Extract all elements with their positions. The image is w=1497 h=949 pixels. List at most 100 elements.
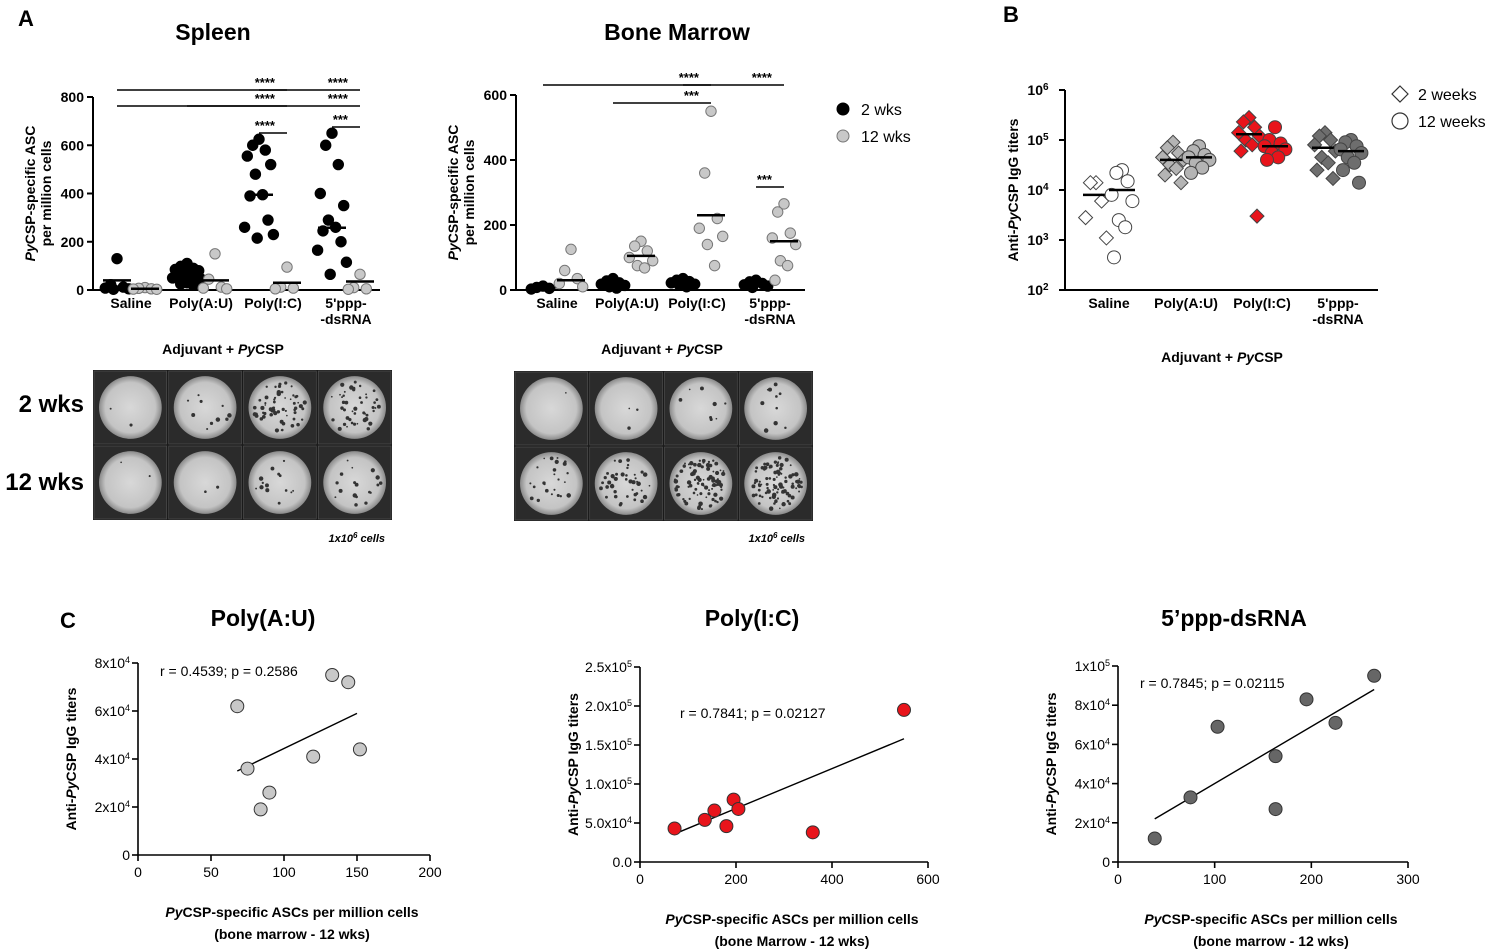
bm-spot (552, 468, 557, 472)
spleen-spot (290, 491, 293, 494)
bm-spot (631, 480, 636, 485)
igg-y-tick-label: 103 (1027, 232, 1049, 249)
bm-spot (697, 506, 701, 511)
spleen-point (262, 214, 274, 226)
corr-au-point (306, 749, 321, 764)
bm-spot (763, 467, 766, 471)
bm-spot (611, 483, 614, 486)
spleen-point (197, 282, 210, 294)
corr-poly-au-chart: 0 50 100 150 200 0 2x104 4x104 6x104 8x104 Anti-Py… (63, 655, 442, 942)
bm-spot (796, 479, 801, 484)
bm-sig-label: **** (752, 70, 773, 85)
legend-circle-marker (1391, 112, 1409, 130)
bm-spot (612, 476, 615, 479)
bm-spot (609, 483, 615, 489)
spleen-spot (284, 381, 288, 385)
elispot-wells: 2 wks 12 wks 1x106 cells 1x106 cells (5, 370, 813, 545)
igg-circle-point (1109, 165, 1124, 180)
bm-spot (775, 476, 778, 478)
bm-spot (765, 477, 769, 481)
spleen-spot (378, 481, 383, 485)
spleen-sig-label: *** (333, 112, 349, 127)
bm-spot (707, 460, 711, 463)
igg-circle-point (1125, 194, 1140, 209)
corr-au-point (352, 742, 367, 757)
bm-spot (779, 507, 781, 510)
bm-spot (626, 466, 629, 470)
bm-spot (675, 474, 679, 478)
bm-spot (607, 480, 612, 485)
spleen-spot (338, 488, 343, 493)
spleen-spot (265, 483, 269, 488)
igg-x-axis-label: Adjuvant + PyCSP (1161, 349, 1283, 365)
spleen-y-tick-label: 800 (61, 89, 85, 105)
corr-5ppp-title: 5’ppp-dsRNA (1161, 605, 1307, 631)
bm-spot (642, 494, 648, 500)
bm-spot (628, 479, 633, 484)
corr-ic-y-axis-label: Anti-PyCSP IgG titers (565, 693, 581, 836)
bm-spot (636, 408, 639, 412)
corr-5ppp-point (1299, 692, 1314, 707)
bm-spot (724, 402, 727, 405)
bm-spot (766, 388, 769, 391)
bm-spot (768, 496, 772, 500)
spleen-spot (284, 397, 286, 399)
bm-spot (687, 463, 690, 466)
spleen-spot (341, 400, 346, 405)
bm-spot (556, 456, 559, 459)
spleen-spot (289, 398, 292, 401)
spleen-spot (365, 393, 368, 396)
spleen-spot (199, 399, 203, 403)
bm-spot (640, 489, 643, 492)
bm-spot (779, 484, 784, 489)
bm-spot (691, 471, 696, 476)
bm-well (594, 452, 658, 515)
corr-5ppp-annotation: r = 0.7845; p = 0.02115 (1140, 675, 1285, 691)
bm-spot (768, 506, 774, 511)
spleen-well (173, 376, 237, 439)
corr-au-y-tick-label: 8x104 (95, 655, 130, 671)
spleen-spot (370, 468, 375, 473)
bm-spot (688, 388, 691, 391)
corr-au-y-tick-label: 4x104 (95, 751, 130, 767)
spleen-spot (351, 410, 354, 413)
spleen-spot (109, 407, 112, 410)
spleen-spot (264, 395, 269, 400)
bm-spot (705, 496, 708, 499)
bm-spot (698, 501, 703, 507)
bm-spot (775, 395, 778, 398)
corr-au-y-tick-label: 2x104 (95, 799, 130, 815)
bm-spot (754, 493, 758, 497)
spleen-well (173, 451, 237, 514)
spleen-cat-label: 5'ppp- (325, 295, 367, 311)
bm-point (778, 198, 790, 210)
bm-spot (679, 469, 684, 474)
spleen-spot (129, 423, 133, 427)
bm-spot (795, 487, 798, 490)
bm-spot (764, 491, 768, 495)
corr-ic-point (805, 825, 820, 840)
bm-spot (790, 484, 795, 489)
spleen-spot (360, 401, 363, 404)
bm-spot (788, 502, 792, 506)
spleen-spot (276, 410, 281, 414)
bm-spot (784, 426, 787, 430)
bm-spot (631, 488, 634, 491)
spleen-sig-label: **** (328, 91, 349, 106)
spleen-spot (292, 394, 295, 397)
corr-au-point (240, 761, 255, 776)
bm-point (699, 167, 711, 179)
spleen-spot (290, 423, 295, 428)
corr-5ppp-y-tick-label: 6x104 (1075, 736, 1110, 752)
spleen-spot (273, 396, 277, 399)
igg-y-tick-label: 102 (1027, 282, 1049, 299)
corr-5ppp-y-axis-label: Anti-PyCSP IgG titers (1043, 692, 1059, 835)
bm-spot (700, 465, 704, 469)
bm-spot (529, 496, 534, 501)
bm-spot (633, 492, 638, 497)
bm-spot (763, 428, 769, 433)
bm-spot (543, 483, 546, 486)
bm-spot (760, 401, 765, 406)
bm-spot (715, 470, 720, 476)
spleen-spot (206, 427, 209, 431)
